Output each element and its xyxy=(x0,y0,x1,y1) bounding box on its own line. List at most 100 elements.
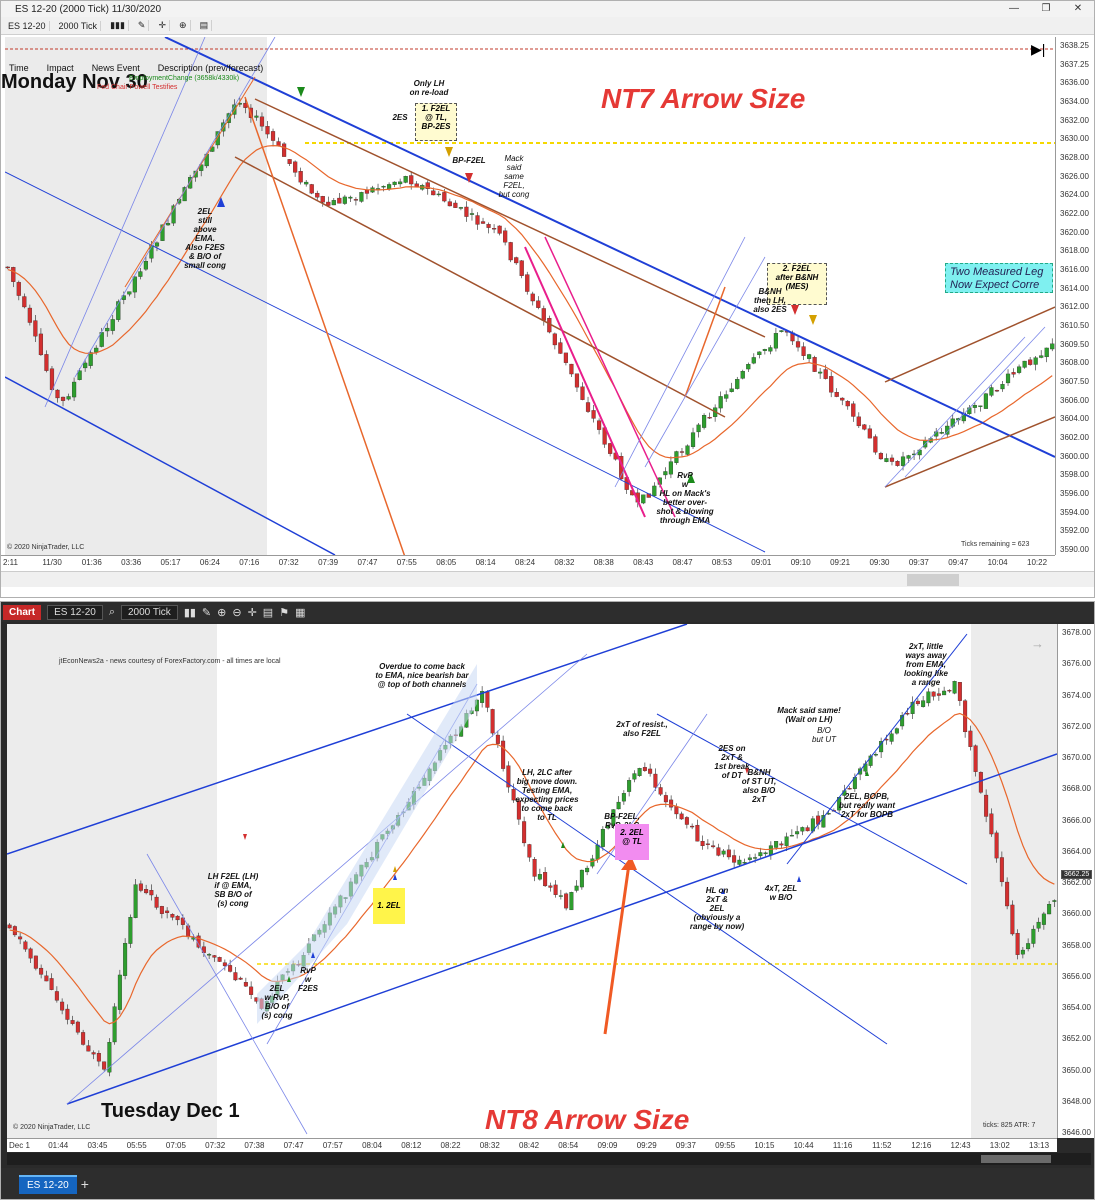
annotation-2es: 2ES xyxy=(392,113,408,122)
bull-bar xyxy=(110,319,115,331)
nt7-instrument-dropdown[interactable]: ES 12-20 xyxy=(5,20,50,31)
bear-bar xyxy=(5,266,10,269)
nt7-interval-dropdown[interactable]: 2000 Tick xyxy=(56,20,102,31)
arrow-right-icon[interactable]: → xyxy=(1031,636,1044,651)
nt7-news-header: Time Impact News Event Description (prev… xyxy=(9,63,263,73)
bull-bar xyxy=(989,387,994,396)
nt8-price-axis[interactable]: 3678.00 3676.00 3674.00 3672.00 3670.00 3668.… xyxy=(1057,624,1094,1138)
time-tick-label: 07:38 xyxy=(244,1141,265,1150)
strategies-icon[interactable]: ⚑ xyxy=(279,606,290,619)
signal-arrow-up xyxy=(311,952,315,958)
signal-arrow-down xyxy=(745,768,749,774)
price-tick-label: 3616.00 xyxy=(1060,265,1089,274)
play-icon[interactable]: ▶| xyxy=(1031,41,1046,57)
crosshair-icon[interactable]: ✛ xyxy=(247,606,257,619)
minimize-icon[interactable]: — xyxy=(1009,3,1019,14)
bear-bar xyxy=(931,691,936,697)
annotation-2xt-resist: 2xT of resist., also F2EL xyxy=(616,720,668,738)
bear-bar xyxy=(536,300,541,308)
properties-icon[interactable]: ▤ xyxy=(262,606,274,619)
bull-bar xyxy=(480,691,485,703)
bull-bar xyxy=(1031,928,1036,944)
bull-bar xyxy=(983,393,989,409)
draw-tool-icon[interactable]: ✎ xyxy=(135,20,150,31)
bar-type-icon[interactable]: ▮▮ xyxy=(183,606,196,619)
bear-bar xyxy=(44,354,49,371)
bear-bar xyxy=(591,410,596,419)
zoom-in-icon[interactable]: ⊕ xyxy=(217,606,227,619)
close-icon[interactable]: ✕ xyxy=(1073,3,1083,14)
add-tab-icon[interactable]: + xyxy=(80,1176,89,1192)
bear-bar xyxy=(33,320,38,337)
bull-bar xyxy=(154,242,160,247)
bull-bar xyxy=(133,884,138,918)
nt8-interval-dropdown[interactable]: 2000 Tick xyxy=(121,604,178,620)
templates-icon[interactable]: ▦ xyxy=(295,606,306,619)
nt7-time-axis[interactable]: 2:11 11/30 01:36 03:36 05:17 06:24 07:16 07:32 0… xyxy=(1,555,1055,569)
properties-icon[interactable]: ▤ xyxy=(197,20,213,31)
nt8-chart-label[interactable]: Chart xyxy=(3,604,42,620)
time-tick-label: 08:38 xyxy=(593,558,614,567)
nt8-time-axis[interactable]: Dec 1 01:44 03:45 05:55 07:05 07:32 07:38 07:47… xyxy=(7,1138,1057,1152)
news-col-impact: Impact xyxy=(46,63,74,73)
bull-bar xyxy=(762,349,767,351)
nt7-horizontal-scrollbar[interactable] xyxy=(1,571,1094,587)
price-tick-label: 3596.00 xyxy=(1060,489,1089,498)
bull-bar xyxy=(171,205,176,224)
price-tick-label: 3656.00 xyxy=(1062,971,1091,981)
price-tick-label: 3607.50 xyxy=(1060,377,1089,386)
crosshair-icon[interactable]: ✛ xyxy=(155,20,171,31)
price-tick-label: 3646.00 xyxy=(1062,1128,1091,1137)
channel-line xyxy=(644,256,766,468)
bear-bar xyxy=(994,832,999,859)
bear-bar xyxy=(259,116,265,127)
time-tick-label: 10:04 xyxy=(987,558,1008,567)
bull-bar xyxy=(721,850,726,855)
nt7-title-overlay: NT7 Arrow Size xyxy=(601,83,806,114)
price-tick-label: 3602.00 xyxy=(1060,433,1089,442)
bear-bar xyxy=(511,789,516,801)
nt8-scroll-thumb[interactable] xyxy=(981,1155,1051,1163)
bear-bar xyxy=(548,885,553,888)
zoom-out-icon[interactable]: ⊖ xyxy=(232,606,242,619)
time-tick-label: 09:10 xyxy=(790,558,811,567)
time-tick-label: 09:37 xyxy=(908,558,929,567)
time-tick-label: 13:02 xyxy=(989,1141,1010,1150)
bear-bar xyxy=(447,201,452,207)
price-tick-label: 3598.00 xyxy=(1060,470,1089,480)
bar-type-icon[interactable]: ▮▮▮ xyxy=(107,20,129,31)
price-tick-label: 3634.00 xyxy=(1060,97,1089,106)
time-tick-label: 08:14 xyxy=(475,558,496,567)
signal-arrow-down xyxy=(243,834,247,840)
bear-bar xyxy=(726,849,731,858)
bear-bar xyxy=(49,978,54,990)
nt8-horizontal-scrollbar[interactable] xyxy=(7,1153,1091,1165)
bull-bar xyxy=(342,196,347,204)
nt8-instrument-dropdown[interactable]: ES 12-20 xyxy=(47,604,103,620)
maximize-icon[interactable]: ❐ xyxy=(1041,3,1051,14)
zoom-icon[interactable]: ⊕ xyxy=(176,20,191,31)
bull-bar xyxy=(138,271,143,277)
annotation-overdue: Overdue to come back to EMA, nice bearis… xyxy=(375,662,469,689)
bear-bar xyxy=(11,267,16,282)
trend-line xyxy=(66,753,1057,1105)
bear-bar xyxy=(915,700,920,705)
bear-bar xyxy=(700,841,705,847)
bear-bar xyxy=(96,1053,101,1062)
nt7-price-plot[interactable] xyxy=(5,37,1055,555)
nt7-price-axis[interactable]: 3638.25 3637.25 3636.00 3634.00 3632.00 3630.… xyxy=(1055,37,1094,555)
bear-bar xyxy=(994,390,1000,392)
bull-bar xyxy=(663,471,668,476)
search-icon[interactable]: ⌕ xyxy=(108,605,115,618)
bear-bar xyxy=(320,196,325,203)
bull-bar xyxy=(779,330,784,332)
nt8-price-plot[interactable] xyxy=(7,624,1057,1138)
draw-tool-icon[interactable]: ✎ xyxy=(201,606,212,619)
nt7-ticks-remaining: Ticks remaining = 623 xyxy=(961,541,1030,548)
price-tick-label: 3638.25 xyxy=(1060,41,1089,50)
bull-bar xyxy=(889,733,894,742)
nt7-scroll-thumb[interactable] xyxy=(907,574,959,586)
time-tick-label: 11:16 xyxy=(832,1141,853,1150)
bear-bar xyxy=(829,376,834,393)
nt8-instrument-tab[interactable]: ES 12-20 xyxy=(19,1174,77,1194)
